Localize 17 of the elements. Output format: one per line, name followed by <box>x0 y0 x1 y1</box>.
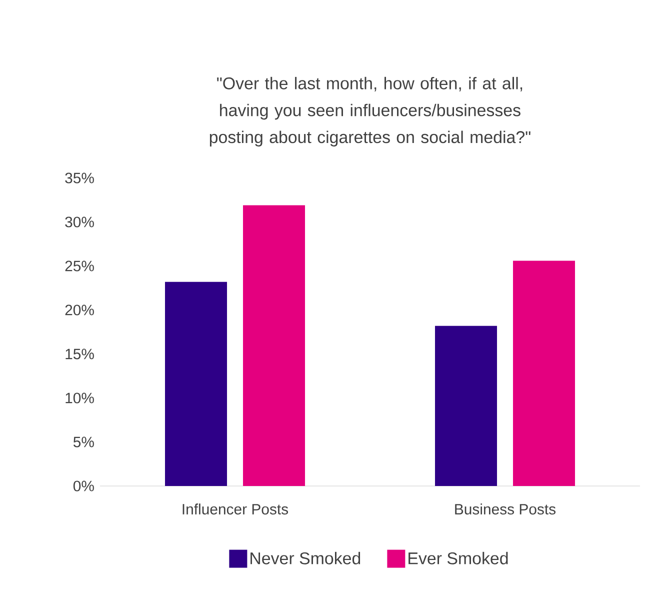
y-tick-label: 10% <box>66 392 94 404</box>
y-tick-label: 25% <box>65 260 94 272</box>
x-tick-label: Business Posts <box>455 504 556 514</box>
legend-label: Ever Smoked <box>408 552 508 564</box>
legend-label: Never Smoked <box>250 552 360 564</box>
y-tick-label: 0% <box>73 480 94 492</box>
bar <box>435 326 498 486</box>
y-tick-label: 15% <box>66 348 94 360</box>
x-tick-label: Influencer Posts <box>182 504 288 514</box>
bar <box>165 282 228 486</box>
y-tick-label: 20% <box>65 304 94 316</box>
y-tick-label: 5% <box>73 436 94 448</box>
bar <box>513 260 576 486</box>
chart-title: "Over the last month, how often, if at all, having you seen influencers/businesses posting about cigarettes on social media?" <box>210 76 530 147</box>
y-tick-label: 30% <box>65 216 94 228</box>
bar <box>243 205 306 486</box>
y-tick-label: 35% <box>65 172 94 184</box>
